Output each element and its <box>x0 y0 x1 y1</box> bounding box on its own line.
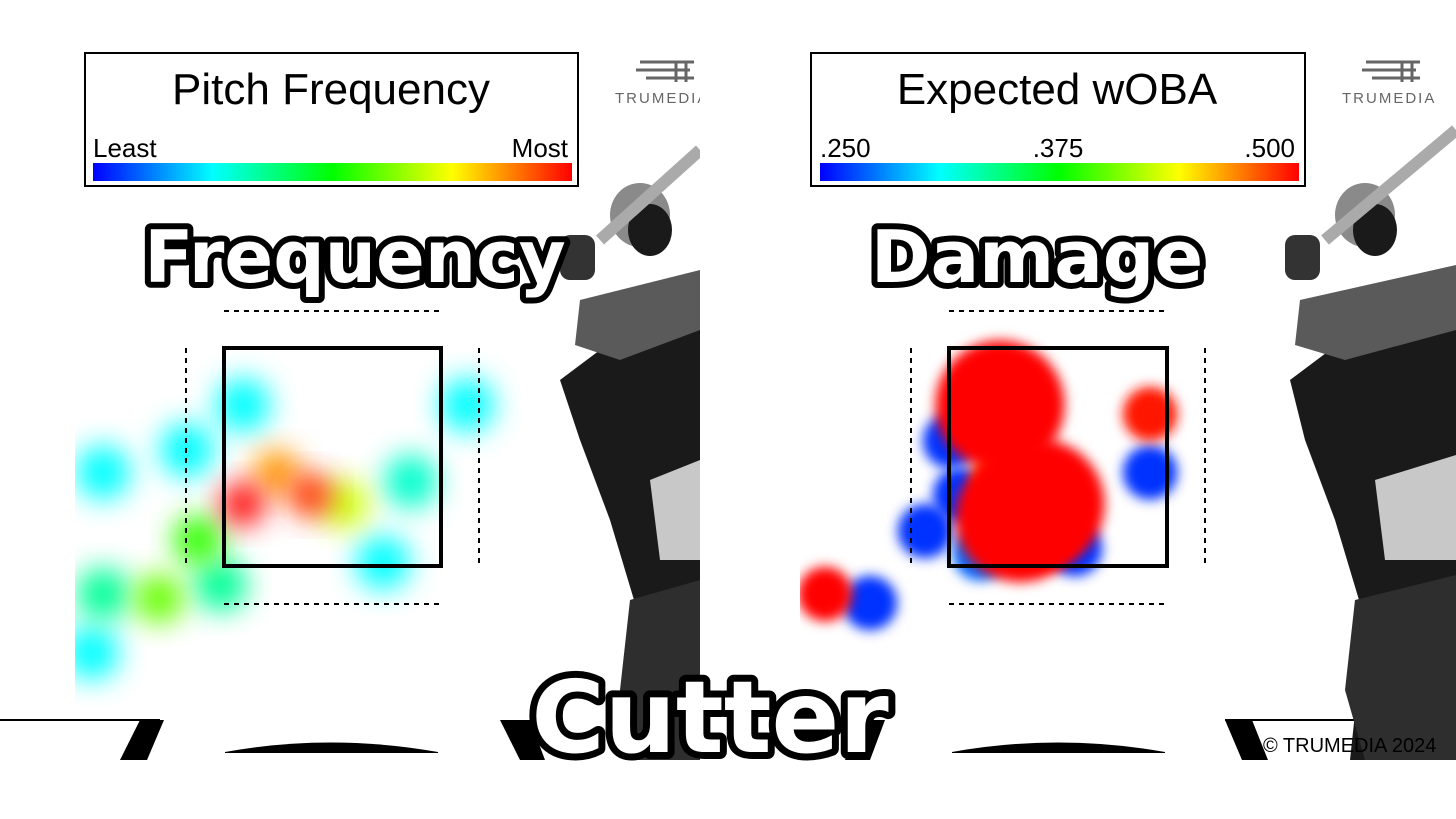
heatmap-frequency <box>75 378 494 680</box>
copyright-text: © TRUMEDIA 2024 <box>1263 735 1436 757</box>
legend-colorbar-frequency <box>93 163 572 181</box>
batters-box-right <box>500 720 545 760</box>
legend-mid-label-xwoba: .375 <box>1033 133 1084 163</box>
heatmap-cell <box>935 340 1065 470</box>
legend-title-frequency: Pitch Frequency <box>172 65 490 114</box>
heatmap-cell <box>253 449 300 496</box>
heatmap-cell <box>134 574 184 623</box>
home-plate <box>225 742 438 753</box>
home-plate-right <box>952 742 1165 753</box>
heatmap-cell <box>221 482 265 526</box>
batter-silhouette <box>560 145 705 760</box>
pitch-type-label: Cutter <box>531 659 889 776</box>
overlay-label-damage: Damage <box>871 215 1203 299</box>
heatmap-cell <box>1122 445 1178 500</box>
overlay-label-frequency: Frequency <box>144 215 565 299</box>
panel-damage: Expected wOBA .250 .375 .500 TRUMEDIA © … <box>800 52 1456 760</box>
heatmap-cell <box>800 566 853 622</box>
heatmap-cell <box>288 473 333 517</box>
strike-zone-right <box>947 346 1169 568</box>
watermark-trumedia-left: TRUMEDIA <box>615 90 709 107</box>
batters-box-right-panel <box>1225 720 1268 760</box>
legend-colorbar-xwoba <box>820 163 1299 181</box>
heatmap-cell <box>897 503 953 559</box>
watermark-trumedia-right: TRUMEDIA <box>1342 90 1436 107</box>
heatmap-cell <box>384 454 438 509</box>
heatmap-cell <box>194 558 247 612</box>
panel-frequency: Pitch Frequency Least Most TRUMEDIA Freq… <box>0 52 709 760</box>
batters-box-left-right-panel <box>845 720 885 760</box>
legend-max-label: Most <box>512 133 569 163</box>
legend-title-xwoba: Expected wOBA <box>897 65 1218 114</box>
heatmap-cell <box>76 567 130 621</box>
legend-min-label: Least <box>93 133 157 163</box>
heatmap-cell <box>356 535 410 590</box>
legend-max-label-xwoba: .500 <box>1244 133 1295 163</box>
heatmap-xwoba <box>800 340 1178 631</box>
heatmap-cell <box>440 378 494 432</box>
strike-zone <box>222 346 443 568</box>
batters-box-left <box>120 720 164 760</box>
heatmap-cell <box>842 575 898 631</box>
heatmap-cell <box>173 515 224 565</box>
trumedia-logo-icon <box>636 60 694 82</box>
heatmap-cell <box>76 445 130 500</box>
heatmap-cell <box>955 452 1085 583</box>
heatmap-cell <box>1122 386 1178 442</box>
trumedia-logo-icon-right <box>1362 60 1420 82</box>
heatmap-cell <box>216 378 270 432</box>
batter-silhouette-right <box>1285 125 1456 760</box>
heatmap-cell <box>75 625 119 680</box>
legend-min-label-xwoba: .250 <box>820 133 871 163</box>
